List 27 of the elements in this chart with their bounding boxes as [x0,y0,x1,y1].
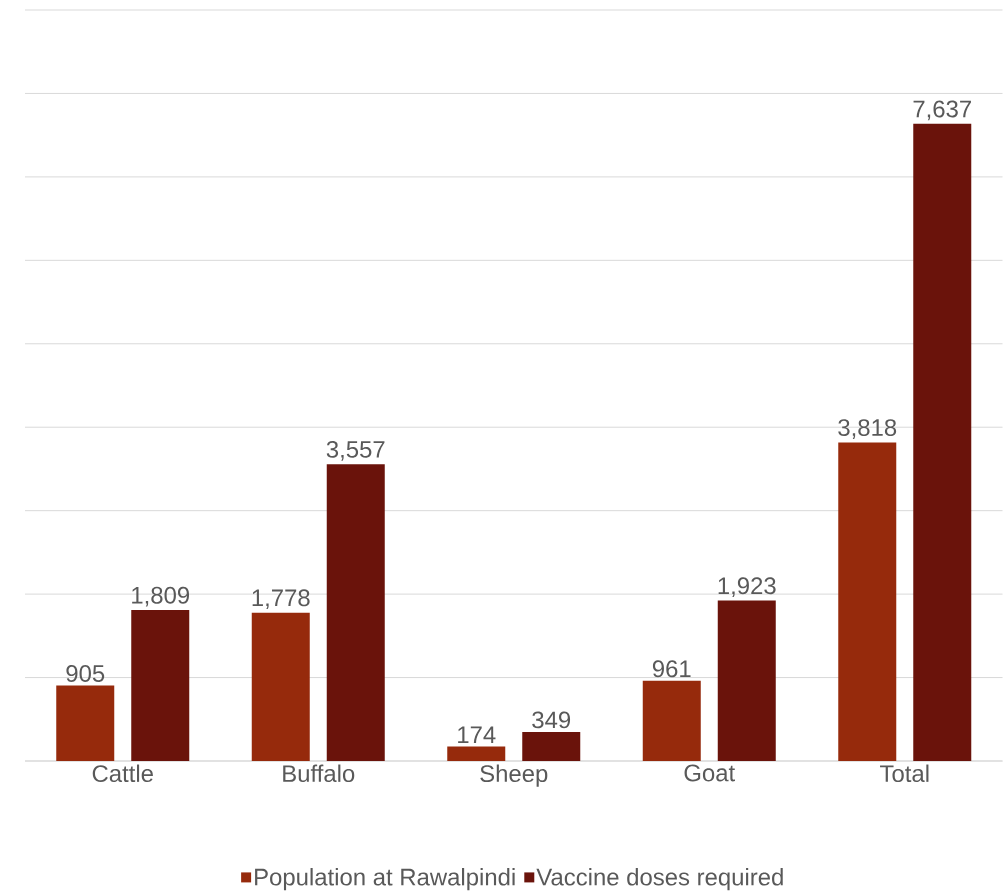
data-label: 7,637 [913,100,971,121]
data-label: 905 [66,665,105,682]
legend-label: Vaccine doses required [536,867,783,891]
bar [447,746,506,761]
data-label: 1,923 [718,577,776,598]
bar [642,680,701,761]
bar [717,600,776,761]
data-label: 961 [652,660,691,678]
data-label: 3,818 [838,419,897,439]
data-label: 174 [458,726,496,743]
x-tick-label: Cattle [92,764,153,783]
bar [326,464,385,761]
bar [56,685,115,761]
data-label: 3,557 [326,440,385,461]
bar [131,610,190,761]
data-label: 349 [532,711,571,729]
x-tick-label: Buffalo [283,764,355,783]
bar [522,731,581,761]
legend-label: Population at Rawalpindi [255,867,515,891]
x-tick-label: Sheep [480,764,548,787]
data-label: 1,778 [252,589,310,610]
x-tick-label: Total [880,764,929,783]
x-tick-label: Goat [684,764,735,782]
bar [913,123,972,761]
data-label: 1,809 [132,586,190,607]
bar [838,442,897,761]
bar [251,612,310,761]
